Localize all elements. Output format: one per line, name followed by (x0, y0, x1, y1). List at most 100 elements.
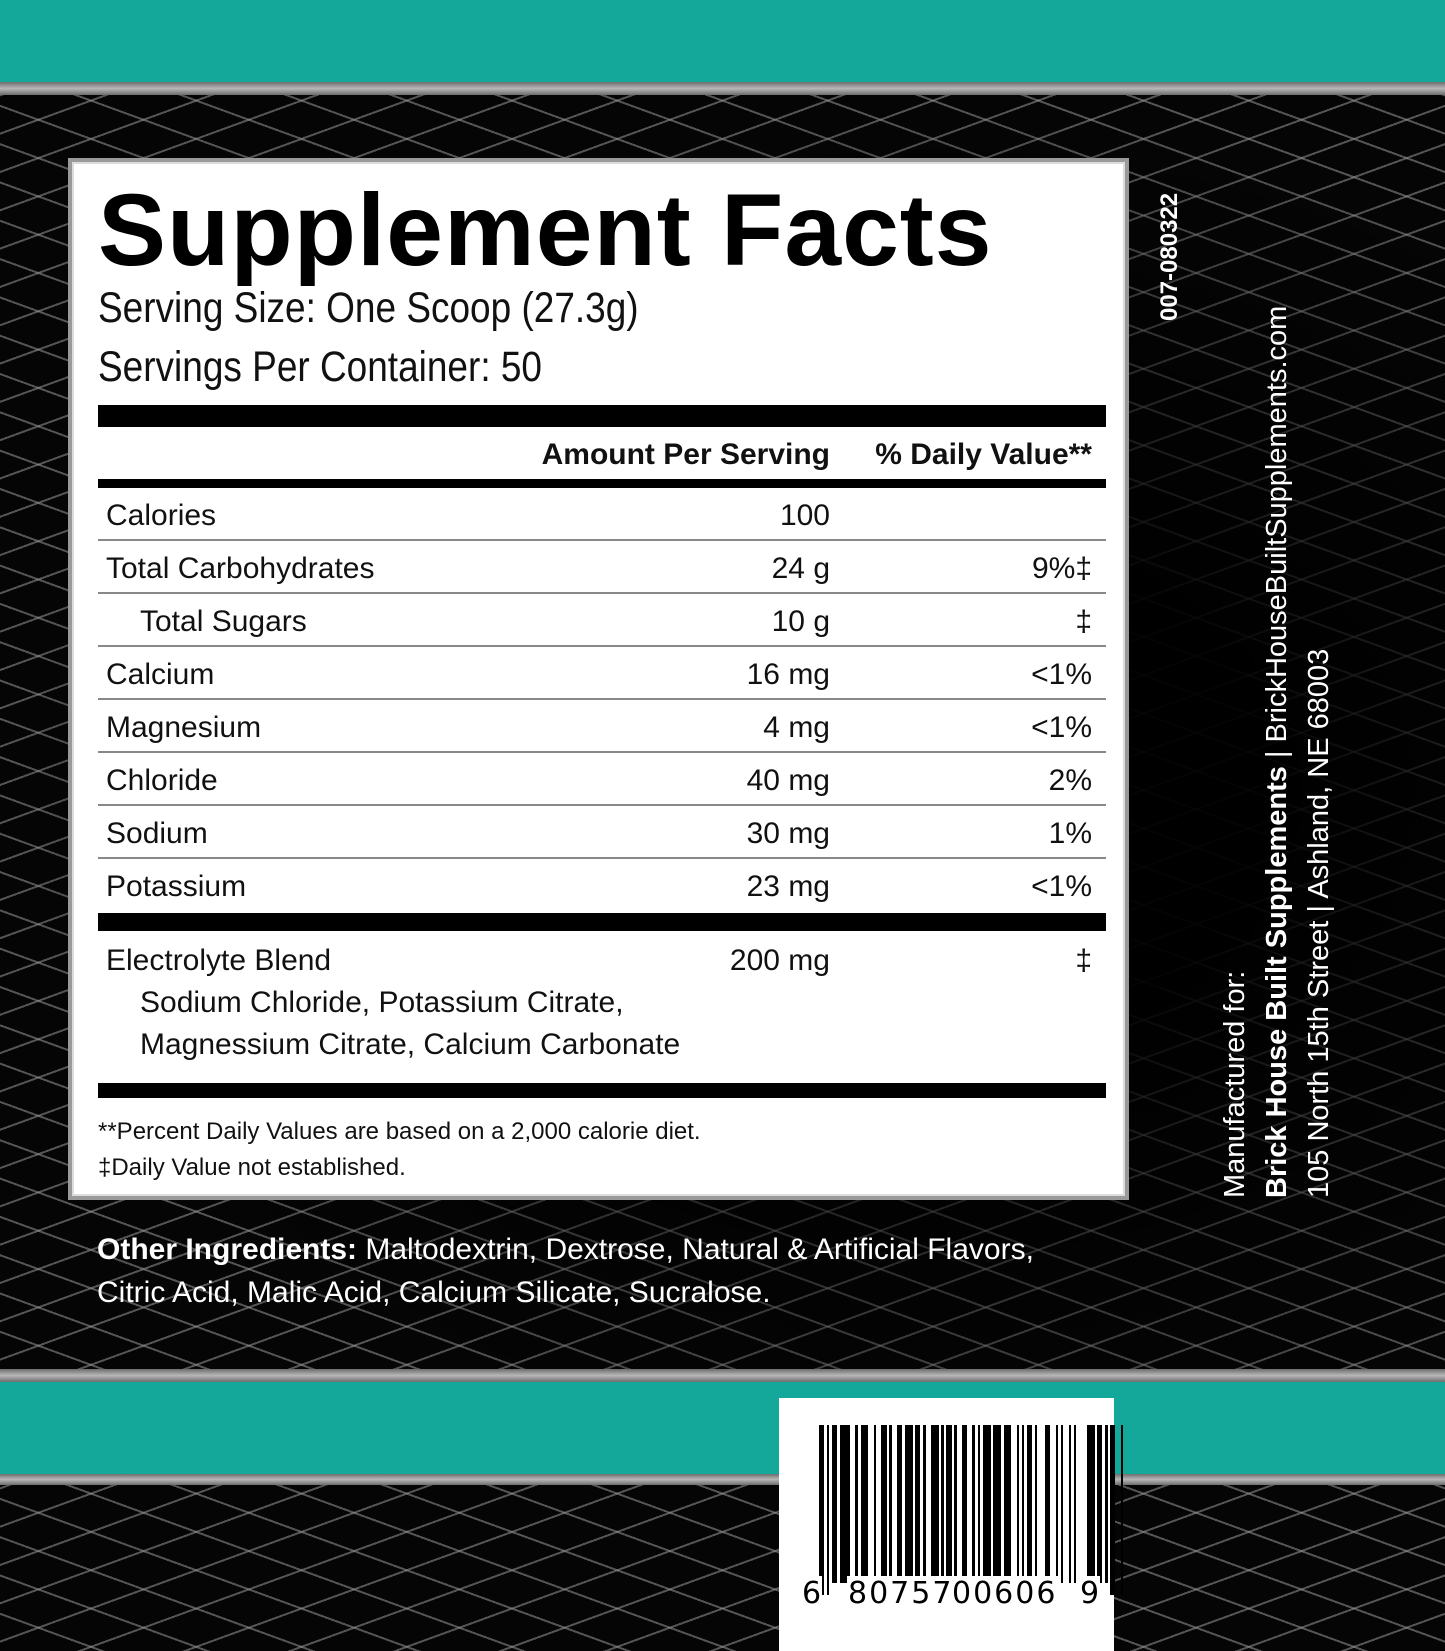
thick-divider (98, 913, 1106, 931)
barcode-bar (1073, 1425, 1077, 1583)
barcode-bar (1120, 1425, 1124, 1595)
barcode-bar (1086, 1425, 1095, 1583)
barcode-bar (889, 1425, 892, 1583)
nutrient-amount: 10 g (771, 605, 830, 638)
nutrient-amount: 100 (779, 499, 830, 532)
blend-name: Electrolyte Blend (106, 944, 332, 977)
barcode-bar (1003, 1425, 1012, 1583)
bottom-teal-band (0, 1382, 1445, 1474)
barcode-bar (873, 1425, 877, 1583)
lot-code: 007-080322 (1156, 192, 1183, 321)
nutrient-row: Total Sugars 10 g ‡ (98, 594, 1106, 646)
blend-ingredients-line: Sodium Chloride, Potassium Citrate, (98, 975, 1106, 1027)
nutrient-name: Chloride (106, 764, 218, 797)
blend-line-2: Magnessium Citrate, Calcium Carbonate (140, 1028, 681, 1061)
barcode-bar (915, 1425, 921, 1583)
barcode-bar (954, 1425, 957, 1583)
supplement-facts-panel: Supplement Facts Serving Size: One Scoop… (68, 158, 1129, 1200)
barcode-bar (1110, 1425, 1116, 1595)
barcode-bar (1060, 1425, 1064, 1583)
row-divider (98, 698, 1106, 700)
row-divider (98, 645, 1106, 647)
nutrient-dv: 1% (1048, 817, 1092, 850)
blend-ingredients-line: Magnessium Citrate, Calcium Carbonate (98, 1017, 1106, 1069)
barcode-bar (897, 1425, 903, 1583)
nutrient-amount: 24 g (771, 552, 830, 585)
barcode-bars (819, 1425, 1124, 1605)
lower-silver-stripe (0, 1474, 1445, 1485)
nutrient-amount: 23 mg (746, 870, 830, 903)
barcode-bar (993, 1425, 1001, 1583)
barcode-bar (923, 1425, 926, 1583)
nutrient-name: Magnesium (106, 711, 262, 744)
manufacturer-info: Manufactured for: Brick House Built Supp… (1214, 306, 1340, 1198)
blend-dv: ‡ (1075, 944, 1092, 977)
barcode-bar (962, 1425, 968, 1583)
nutrient-row: Chloride 40 mg 2% (98, 753, 1106, 805)
nutrient-dv: 2% (1048, 764, 1092, 797)
barcode-bar (1068, 1425, 1072, 1583)
nutrient-dv: 9%‡ (1031, 552, 1092, 585)
barcode-bar (855, 1425, 858, 1583)
barcode-bar (1021, 1425, 1025, 1583)
nutrient-row: Calories 100 (98, 488, 1106, 540)
thick-divider (98, 1083, 1106, 1098)
nutrient-name: Total Sugars (140, 605, 307, 638)
other-ingredients-label: Other Ingredients: (97, 1233, 358, 1266)
footnote-daily-values: **Percent Daily Values are based on a 2,… (98, 1118, 701, 1145)
barcode-bar (881, 1425, 887, 1583)
barcode-bar (1105, 1425, 1108, 1583)
servings-per-container: Servings Per Container: 50 (98, 343, 543, 391)
nutrient-dv: <1% (1031, 658, 1092, 691)
barcode-bar (972, 1425, 975, 1595)
manufacturer-website: | BrickHouseBuiltSupplements.com (1261, 305, 1293, 767)
nutrient-amount: 40 mg (746, 764, 830, 797)
barcode-bar (1016, 1425, 1020, 1583)
barcode-digit-last: 9 (1079, 1576, 1101, 1611)
column-header: Amount Per Serving % Daily Value** (98, 427, 1106, 479)
nutrient-name: Calories (106, 499, 217, 532)
barcode-digits-right: 00606 (951, 1576, 1059, 1611)
barcode-bar (1055, 1425, 1059, 1583)
blend-line-1: Sodium Chloride, Potassium Citrate, (140, 986, 624, 1019)
barcode: 6 80757 00606 9 (779, 1398, 1124, 1651)
mesh-background-bottom (0, 1485, 1445, 1651)
barcode-bar (982, 1425, 991, 1583)
nutrient-row: Calcium 16 mg <1% (98, 647, 1106, 699)
barcode-bar (1034, 1425, 1038, 1583)
top-silver-stripe (0, 82, 1445, 95)
row-divider (98, 751, 1106, 753)
medium-divider (98, 479, 1106, 488)
barcode-bar (832, 1425, 838, 1583)
manufacturer-name: Brick House Built Supplements (1261, 766, 1293, 1198)
barcode-bar (977, 1425, 981, 1595)
nutrient-name: Potassium (106, 870, 247, 903)
row-divider (98, 592, 1106, 594)
barcode-bar (839, 1425, 851, 1583)
nutrient-name: Calcium (106, 658, 215, 691)
barcode-bar (819, 1425, 825, 1595)
nutrient-dv: ‡ (1075, 605, 1092, 638)
row-divider (98, 539, 1106, 541)
thick-divider (98, 405, 1106, 427)
nutrient-amount: 30 mg (746, 817, 830, 850)
barcode-bar (941, 1425, 944, 1583)
blend-amount: 200 mg (729, 944, 830, 977)
nutrient-row: Sodium 30 mg 1% (98, 806, 1106, 858)
barcode-digits-left: 80757 (847, 1576, 955, 1611)
manufacturer-address: 105 North 15th Street | Ashland, NE 6800… (1303, 648, 1335, 1198)
row-divider (98, 804, 1106, 806)
manufactured-for-label: Manufactured for: (1219, 970, 1251, 1198)
serving-size: Serving Size: One Scoop (27.3g) (98, 284, 639, 332)
other-ingredients-text: Maltodextrin, Dextrose, Natural & Artifi… (97, 1233, 1034, 1309)
daily-value-header: % Daily Value** (875, 438, 1092, 471)
other-ingredients: Other Ingredients: Maltodextrin, Dextros… (97, 1228, 1097, 1314)
nutrient-name: Total Carbohydrates (106, 552, 375, 585)
nutrient-name: Sodium (106, 817, 208, 850)
nutrient-row: Magnesium 4 mg <1% (98, 700, 1106, 752)
barcode-bar (860, 1425, 869, 1583)
barcode-bar (1027, 1425, 1033, 1583)
nutrient-row: Total Carbohydrates 24 g 9%‡ (98, 541, 1106, 593)
barcode-digit-first: 6 (801, 1576, 823, 1611)
top-teal-band (0, 0, 1445, 82)
